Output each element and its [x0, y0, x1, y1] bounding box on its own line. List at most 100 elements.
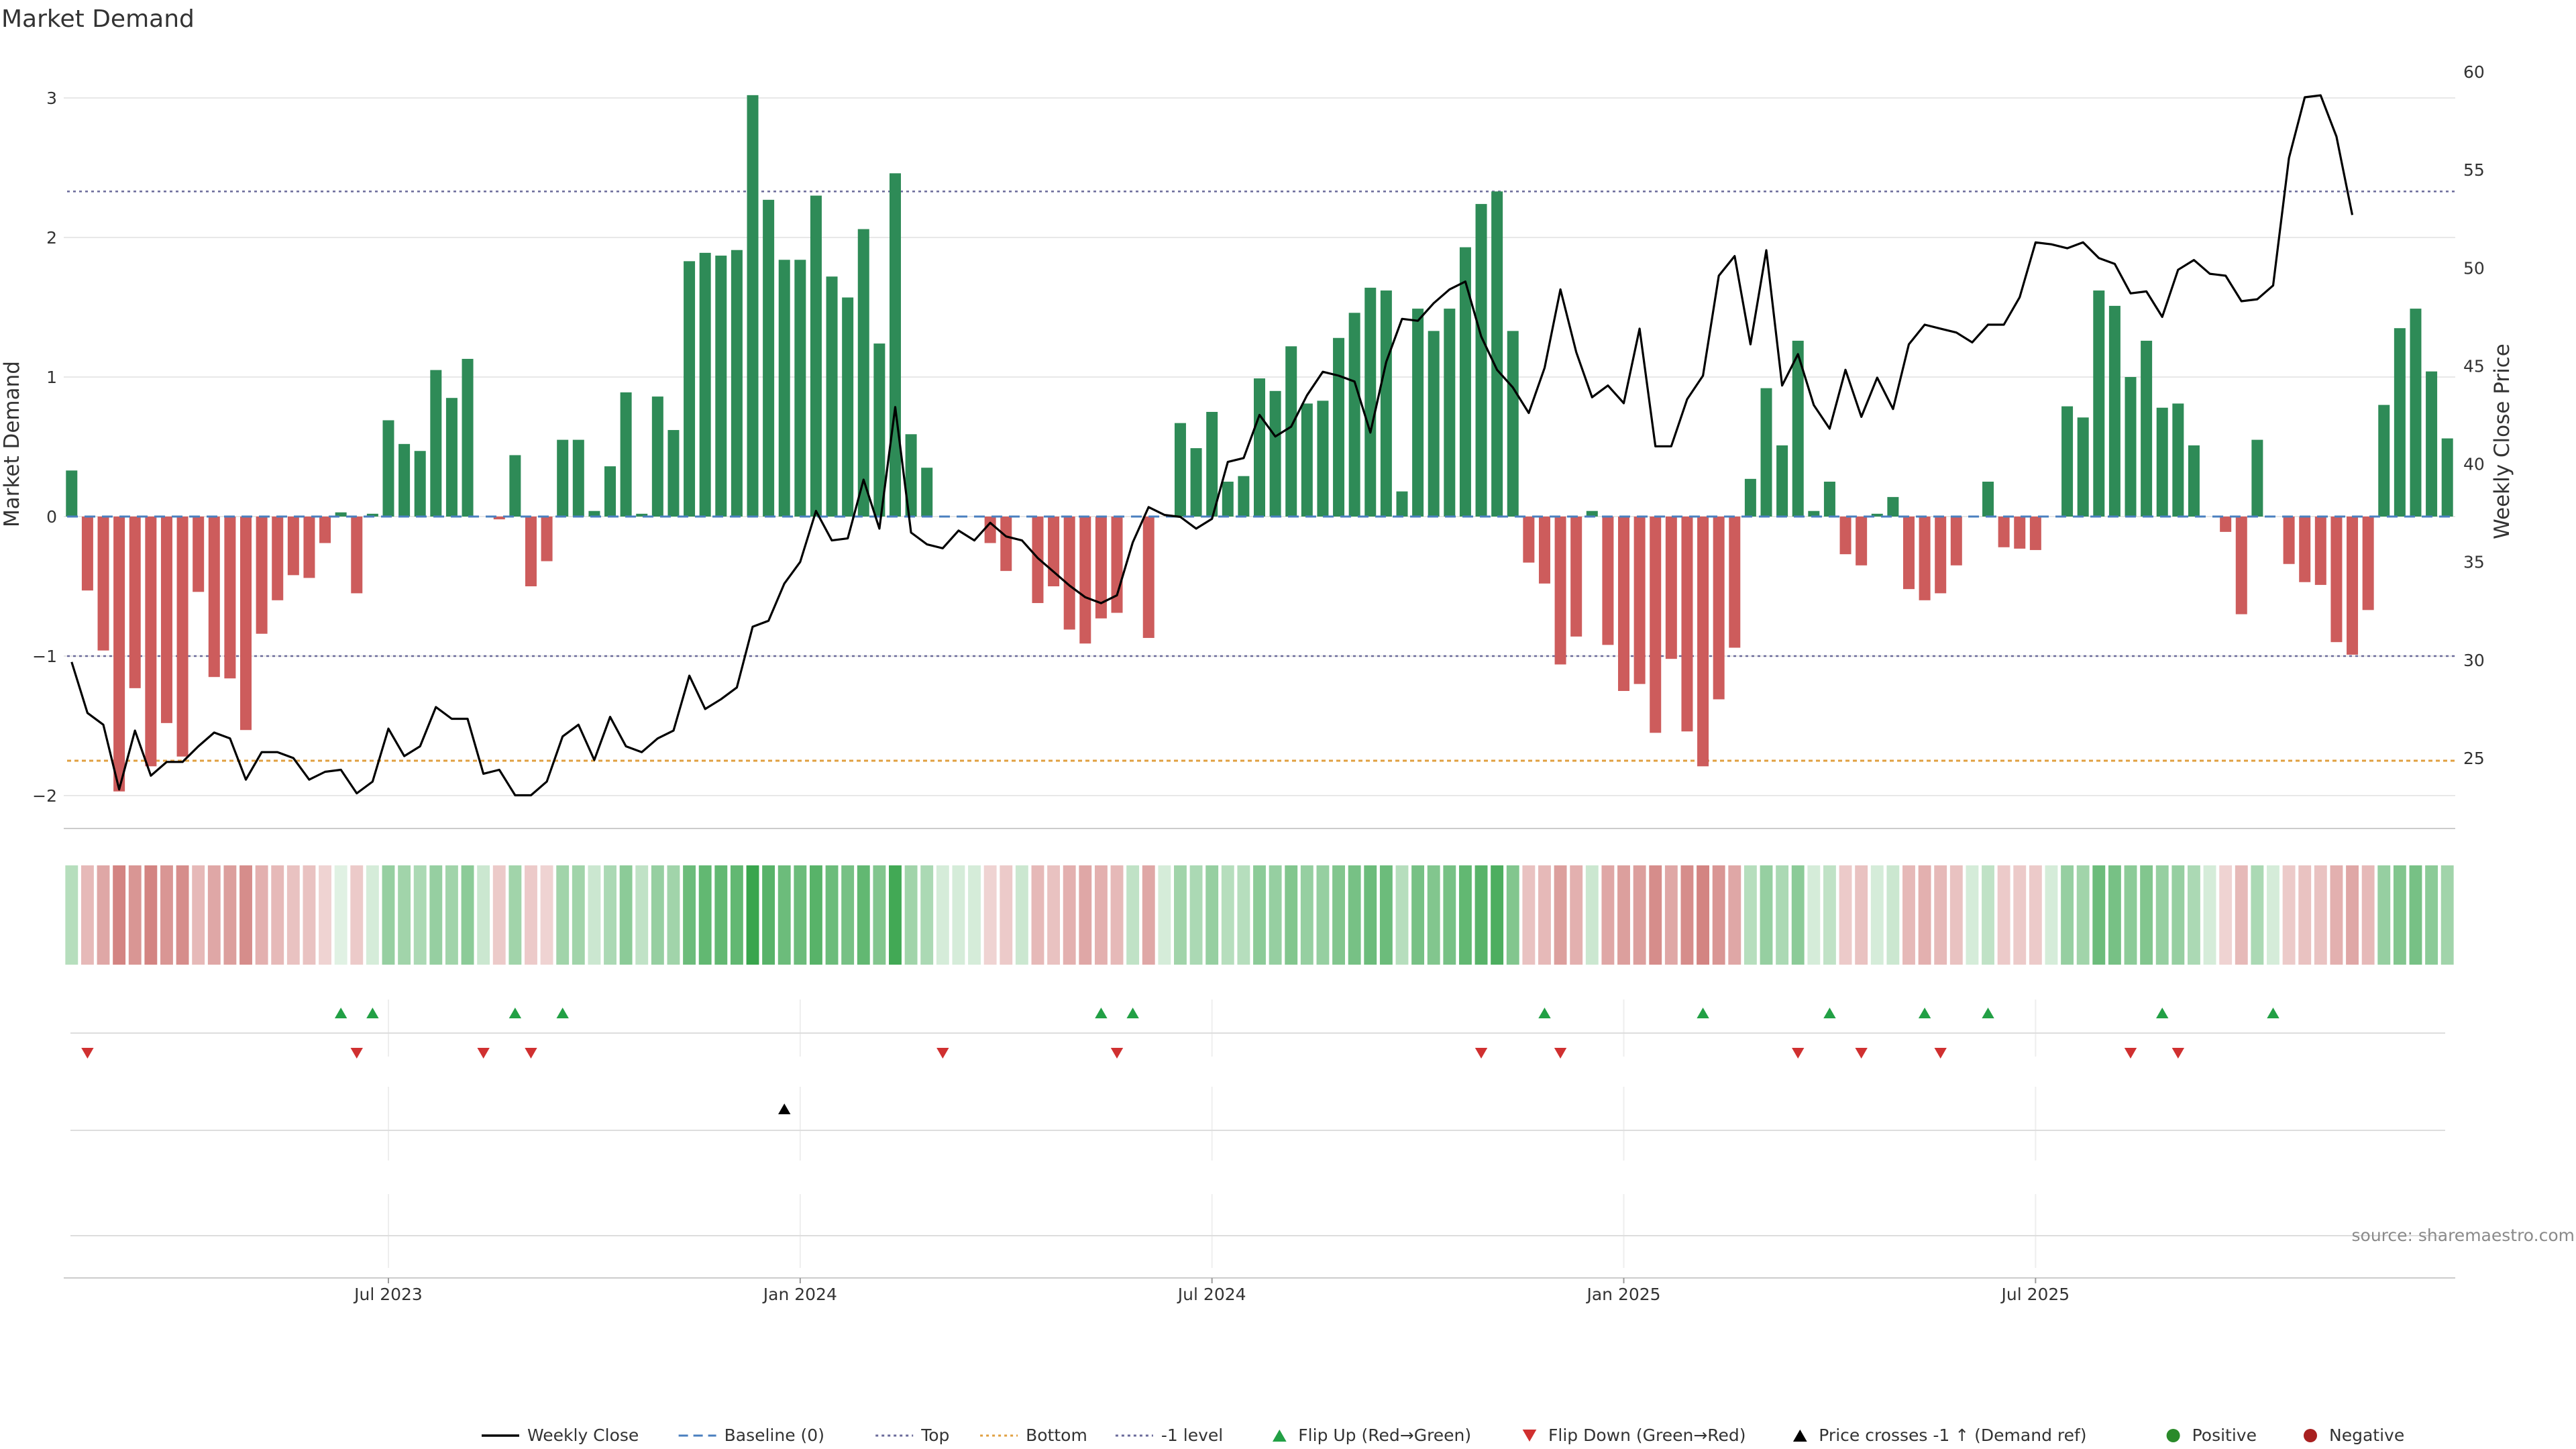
strip-cell: [651, 865, 664, 965]
positive-bar: [794, 260, 806, 517]
positive-bar: [763, 199, 775, 517]
strip-cell: [1570, 865, 1583, 965]
strip-cell: [2171, 865, 2185, 965]
strip-cell: [1300, 865, 1313, 965]
flip-up-marker: [1697, 1008, 1709, 1018]
negative-bar: [256, 517, 268, 634]
strip-cell: [1332, 865, 1345, 965]
positive-bar: [1333, 337, 1345, 517]
x-tick-label: Jan 2024: [762, 1285, 837, 1304]
strip-cell: [857, 865, 870, 965]
positive-bar: [572, 439, 584, 517]
negative-bar: [2014, 517, 2026, 549]
flip-up-marker: [334, 1008, 347, 1018]
strip-cell: [2013, 865, 2027, 965]
strip-cell: [2377, 865, 2391, 965]
strip-cell: [1807, 865, 1821, 965]
positive-bar: [684, 261, 696, 517]
strip-cell: [2282, 865, 2296, 965]
strip-cell: [176, 865, 189, 965]
strip-cell: [1189, 865, 1203, 965]
legend-label: Baseline (0): [724, 1426, 824, 1445]
positive-bar: [1238, 476, 1250, 517]
positive-bar: [842, 297, 854, 517]
positive-bar: [2077, 417, 2089, 517]
strip-cell: [1269, 865, 1282, 965]
strip-cell: [1427, 865, 1440, 965]
left-tick-label: 0: [46, 507, 57, 527]
flip-down-marker: [2171, 1048, 2185, 1059]
legend-swatch-triangle: [1272, 1430, 1287, 1442]
legend-label: Flip Up (Red→Green): [1298, 1426, 1471, 1445]
negative-bar: [1538, 517, 1550, 584]
legend-item: Negative: [2304, 1426, 2404, 1445]
positive-bar: [1887, 496, 1899, 517]
positive-bar: [778, 260, 790, 517]
positive-bar: [1475, 204, 1487, 517]
negative-bar: [303, 517, 315, 578]
positive-bar: [509, 455, 521, 517]
strip-cell: [492, 865, 506, 965]
strip-cell: [952, 865, 965, 965]
negative-bar: [1935, 517, 1947, 594]
strip-cell: [2251, 865, 2264, 965]
negative-bar: [1729, 517, 1741, 648]
strip-cell: [1316, 865, 1330, 965]
legend-label: Positive: [2192, 1426, 2257, 1445]
positive-bar: [810, 195, 822, 517]
negative-bar: [176, 517, 189, 757]
strip-cell: [128, 865, 142, 965]
strip-cell: [698, 865, 712, 965]
positive-bar: [921, 468, 933, 517]
positive-bar: [366, 513, 378, 517]
strip-cell: [1094, 865, 1108, 965]
strip-cell: [1253, 865, 1266, 965]
positive-bar: [905, 434, 917, 517]
strip-cell: [1601, 865, 1615, 965]
demand-intensity-strip: [65, 865, 2454, 965]
strip-cell: [1015, 865, 1028, 965]
strip-cell: [1918, 865, 1931, 965]
negative-bar: [1650, 517, 1662, 733]
x-tick-label: Jul 2023: [353, 1285, 423, 1304]
strip-cell: [936, 865, 949, 965]
legend-swatch-dot: [2166, 1429, 2180, 1442]
positive-bar: [651, 396, 663, 517]
flip-down-marker: [2124, 1048, 2137, 1059]
strip-cell: [1680, 865, 1694, 965]
strip-cell: [1110, 865, 1124, 965]
strip-cell: [1237, 865, 1250, 965]
positive-bar: [1206, 412, 1218, 517]
strip-cell: [508, 865, 522, 965]
strip-cell: [683, 865, 696, 965]
strip-cell: [1776, 865, 1789, 965]
strip-cell: [271, 865, 284, 965]
negative-bar: [493, 517, 505, 520]
strip-cell: [1506, 865, 1519, 965]
legend-label: Flip Down (Green→Red): [1548, 1426, 1746, 1445]
strip-cell: [113, 865, 126, 965]
negative-bar: [1697, 517, 1709, 767]
strip-cell: [1126, 865, 1140, 965]
positive-bar: [2441, 438, 2453, 517]
positive-bar: [588, 511, 600, 517]
legend-swatch-triangle: [1792, 1430, 1807, 1442]
negative-bar: [1713, 517, 1725, 700]
left-tick-label: 3: [46, 89, 57, 108]
negative-bar: [287, 517, 299, 576]
strip-cell: [1221, 865, 1234, 965]
strip-cell: [2076, 865, 2090, 965]
flip-up-marker: [2267, 1008, 2279, 1018]
strip-cell: [1491, 865, 1504, 965]
right-tick-label: 30: [2463, 651, 2485, 670]
legend-item: Flip Up (Red→Green): [1272, 1426, 1471, 1445]
negative-bar: [129, 517, 141, 688]
negative-bar: [1902, 517, 1915, 590]
positive-bar: [1348, 313, 1360, 517]
negative-bar: [1839, 517, 1851, 555]
positive-bar: [1586, 511, 1598, 517]
strip-cell: [445, 865, 458, 965]
flip-up-marker: [1126, 1008, 1139, 1018]
positive-bar: [2251, 439, 2263, 517]
left-tick-label: 2: [46, 228, 57, 248]
